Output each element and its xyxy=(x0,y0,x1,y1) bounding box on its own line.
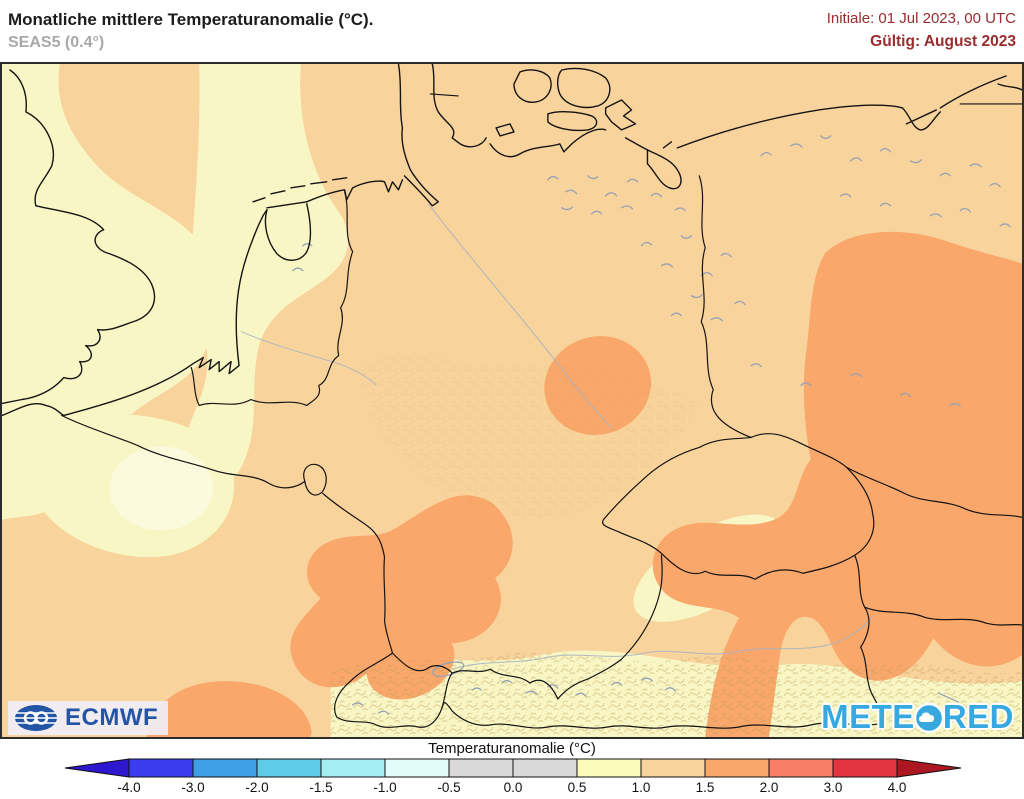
header-right: Initiale: 01 Jul 2023, 00 UTC Gültig: Au… xyxy=(827,9,1016,62)
colorbar-segment xyxy=(640,758,706,778)
header-left: Monatliche mittlere Temperaturanomalie (… xyxy=(8,9,373,62)
colorbar-tick-label: -1.0 xyxy=(373,780,396,795)
colorbar-title: Temperaturanomalie (°C) xyxy=(428,740,596,757)
colorbar-left-arrow xyxy=(64,758,130,778)
colorbar-tick-label: -4.0 xyxy=(117,780,140,795)
meteored-cloud-icon xyxy=(913,702,945,734)
ecmwf-logo: ECMWF xyxy=(8,701,169,735)
colorbar-tick-label: 0.5 xyxy=(568,780,587,795)
colorbar-tick-label: 3.0 xyxy=(824,780,843,795)
valid-time-label: Gültig: August 2023 xyxy=(870,32,1016,50)
lake-constance xyxy=(432,661,465,677)
colorbar-tick-label: 2.0 xyxy=(760,780,779,795)
map-image xyxy=(2,64,1022,737)
colorbar-segment xyxy=(128,758,194,778)
colorbar-segment xyxy=(512,758,578,778)
init-time-label: Initiale: 01 Jul 2023, 00 UTC xyxy=(826,10,1016,27)
colorbar-tick-label: 1.5 xyxy=(696,780,715,795)
rivers xyxy=(240,203,874,670)
colorbar-segment xyxy=(576,758,642,778)
colorbar-tick-label: -1.5 xyxy=(309,780,332,795)
page-title: Monatliche mittlere Temperaturanomalie (… xyxy=(8,10,374,29)
colorbar-segment xyxy=(768,758,834,778)
header: Monatliche mittlere Temperaturanomalie (… xyxy=(0,0,1024,62)
colorbar-segment xyxy=(384,758,450,778)
lakes xyxy=(292,135,1011,715)
anomaly-region-1p5-2 xyxy=(146,231,1022,737)
meteored-logo: METE RED xyxy=(821,698,1014,736)
colorbar-tick-label: -0.5 xyxy=(437,780,460,795)
map-panel: ECMWF METE RED xyxy=(0,62,1024,739)
colorbar-segment xyxy=(192,758,258,778)
ecmwf-logo-text: ECMWF xyxy=(65,704,159,731)
meteored-text-left: METE xyxy=(821,698,915,735)
colorbar-tick-label: 1.0 xyxy=(632,780,651,795)
ecmwf-logo-icon xyxy=(15,705,57,731)
colorbar-right-arrow xyxy=(896,758,962,778)
colorbar-segment xyxy=(704,758,770,778)
model-label: SEAS5 (0.4°) xyxy=(8,34,105,52)
terrain-shading xyxy=(330,356,1022,737)
colorbar-segment xyxy=(256,758,322,778)
colorbar-tick-label: -3.0 xyxy=(181,780,204,795)
meteored-text-right: RED xyxy=(942,698,1014,735)
colorbar-segment xyxy=(832,758,898,778)
colorbar-segment xyxy=(448,758,514,778)
colorbar-tick-label: 4.0 xyxy=(888,780,907,795)
colorbar-tick-label: 0.0 xyxy=(504,780,523,795)
colorbar: Temperaturanomalie (°C) -4.0 -3.0 -2.0 -1.5 -… xyxy=(64,740,962,795)
colorbar-tick-label: -2.0 xyxy=(245,780,268,795)
colorbar-panel: Temperaturanomalie (°C) -4.0 -3.0 -2.0 -1.5 -… xyxy=(0,739,1024,799)
country-borders xyxy=(61,93,1022,729)
colorbar-segment xyxy=(320,758,386,778)
coastlines xyxy=(2,64,1022,417)
